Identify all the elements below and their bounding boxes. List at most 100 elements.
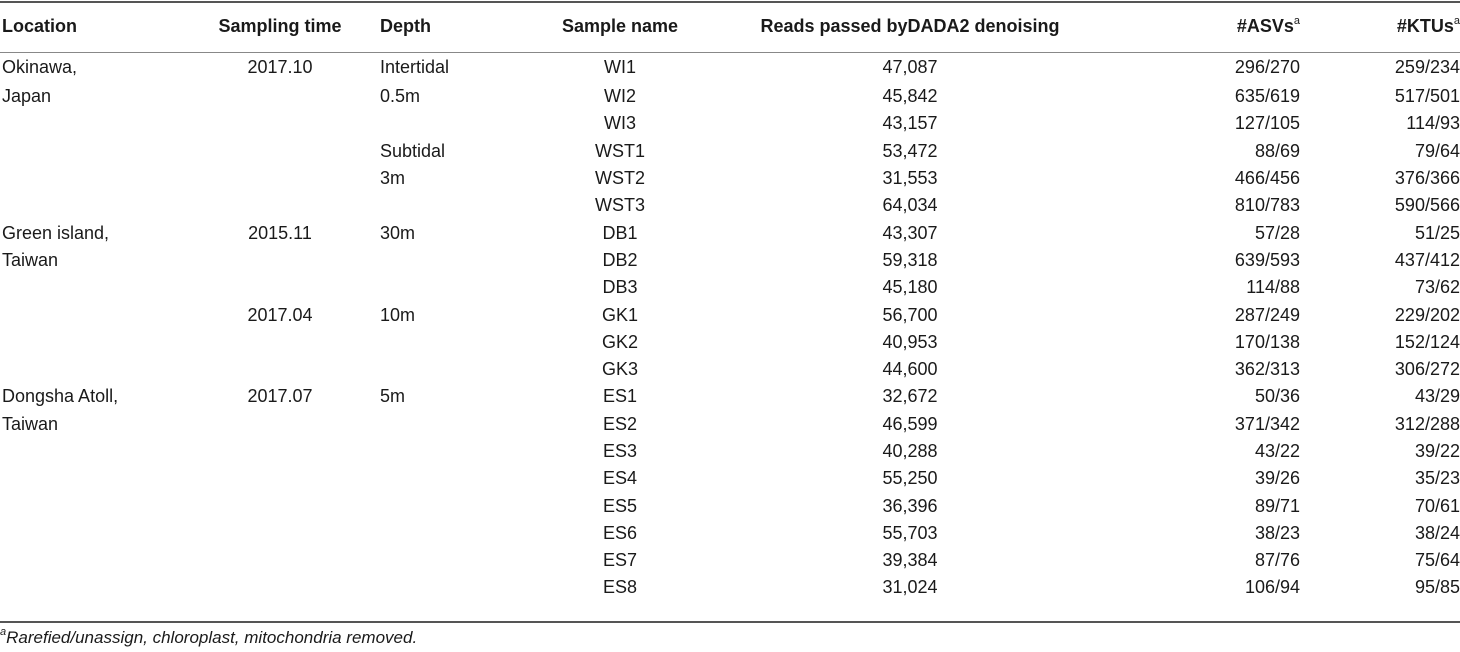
cell-depth: 0.5m xyxy=(380,86,421,107)
cell-location xyxy=(0,465,180,492)
cell-reads: 31,553 xyxy=(882,168,938,189)
cell-sample-name: WI1 xyxy=(603,57,636,77)
cell-location: Japan xyxy=(2,86,52,107)
cell-location xyxy=(0,356,180,383)
cell-reads: 39,384 xyxy=(882,550,938,571)
table-footnote: aRarefied/unassign, chloroplast, mitocho… xyxy=(0,627,418,648)
table-row: ES6 55,703 38/23 38/24 xyxy=(0,520,1460,547)
table-row: WI3 43,157 127/105 114/93 xyxy=(0,110,1460,137)
cell-asvs: 89/71 xyxy=(1254,495,1300,516)
header-asvs: #ASVsa xyxy=(1100,0,1300,52)
cell-reads: 31,024 xyxy=(882,577,938,598)
cell-asvs: 38/23 xyxy=(1254,522,1300,543)
cell-depth xyxy=(380,329,520,356)
cell-reads: 36,396 xyxy=(882,495,938,516)
table-row: ES5 36,396 89/71 70/61 xyxy=(0,492,1460,519)
header-sampling-time: Sampling time xyxy=(218,15,342,36)
cell-depth: 5m xyxy=(380,386,406,407)
cell-asvs: 57/28 xyxy=(1254,222,1300,243)
cell-sample-name: ES6 xyxy=(602,522,638,543)
cell-sample-name: DB3 xyxy=(602,277,638,298)
table-row: GK2 40,953 170/138 152/124 xyxy=(0,329,1460,356)
cell-reads: 64,034 xyxy=(882,195,938,216)
cell-sample-name: ES3 xyxy=(602,441,638,461)
top-rule xyxy=(0,1,1460,3)
cell-location: Okinawa, xyxy=(2,57,78,77)
cell-depth: Intertidal xyxy=(380,57,450,77)
cell-depth xyxy=(380,547,520,574)
cell-ktus: 229/202 xyxy=(1394,304,1460,325)
cell-asvs: 287/249 xyxy=(1234,304,1300,325)
cell-depth: 30m xyxy=(380,222,416,243)
cell-ktus: 259/234 xyxy=(1394,57,1460,77)
cell-location xyxy=(0,192,180,219)
cell-ktus: 39/22 xyxy=(1414,441,1460,461)
cell-sampling-time xyxy=(180,492,380,519)
cell-asvs: 50/36 xyxy=(1254,386,1300,407)
footnote-text: Rarefied/unassign, chloroplast, mitochon… xyxy=(6,628,418,647)
cell-asvs: 88/69 xyxy=(1254,140,1300,161)
cell-sample-name: WST2 xyxy=(594,168,645,189)
cell-sampling-time xyxy=(180,356,380,383)
header-rule xyxy=(0,52,1460,53)
cell-asvs: 106/94 xyxy=(1244,577,1300,598)
cell-ktus: 376/366 xyxy=(1394,168,1460,189)
cell-sampling-time xyxy=(180,110,380,137)
cell-depth: 3m xyxy=(380,168,406,189)
cell-location: Dongsha Atoll, xyxy=(2,386,119,407)
cell-depth xyxy=(380,492,520,519)
cell-sample-name: ES2 xyxy=(602,413,638,434)
cell-reads: 32,672 xyxy=(882,386,938,407)
cell-sample-name: GK2 xyxy=(601,331,639,352)
cell-ktus: 95/85 xyxy=(1414,577,1460,598)
table-row: Okinawa, 2017.10 Intertidal WI1 47,087 296/27… xyxy=(0,52,1460,83)
cell-depth: 10m xyxy=(380,304,416,325)
cell-sample-name: GK3 xyxy=(601,359,639,380)
cell-ktus: 590/566 xyxy=(1394,195,1460,216)
table-row: Taiwan DB2 59,318 639/593 437/412 xyxy=(0,247,1460,274)
table-row: 2017.04 10m GK1 56,700 287/249 229/202 xyxy=(0,301,1460,328)
header-ktus: #KTUsa xyxy=(1300,0,1460,52)
cell-depth xyxy=(380,574,520,601)
cell-ktus: 43/29 xyxy=(1414,386,1460,407)
cell-depth xyxy=(380,438,520,465)
cell-depth xyxy=(380,411,520,438)
cell-location xyxy=(0,165,180,192)
cell-sampling-time xyxy=(180,547,380,574)
table-row: DB3 45,180 114/88 73/62 xyxy=(0,274,1460,301)
cell-reads: 59,318 xyxy=(882,249,938,270)
cell-asvs: 87/76 xyxy=(1254,550,1300,571)
cell-reads: 40,953 xyxy=(882,331,938,352)
cell-asvs: 362/313 xyxy=(1234,359,1300,380)
header-asvs-marker: a xyxy=(1293,14,1300,27)
cell-location xyxy=(0,574,180,601)
cell-sample-name: GK1 xyxy=(601,304,639,325)
header-reads: Reads passed byDADA2 denoising xyxy=(760,15,1060,36)
cell-sample-name: ES4 xyxy=(602,468,638,489)
cell-sampling-time xyxy=(180,138,380,165)
cell-depth xyxy=(380,356,520,383)
cell-sample-name: WI2 xyxy=(603,86,636,107)
cell-sampling-time xyxy=(180,329,380,356)
cell-location: Taiwan xyxy=(2,413,59,434)
cell-ktus: 70/61 xyxy=(1414,495,1460,516)
header-sample-name: Sample name xyxy=(561,15,679,36)
header-depth: Depth xyxy=(380,0,520,52)
cell-sampling-time: 2017.07 xyxy=(247,386,313,407)
table-body: Okinawa, 2017.10 Intertidal WI1 47,087 296/27… xyxy=(0,52,1460,602)
table-row: Japan 0.5m WI2 45,842 635/619 517/501 xyxy=(0,83,1460,110)
cell-ktus: 152/124 xyxy=(1394,331,1460,352)
cell-reads: 55,250 xyxy=(882,468,938,489)
cell-ktus: 38/24 xyxy=(1414,522,1460,543)
table-row: WST3 64,034 810/783 590/566 xyxy=(0,192,1460,219)
cell-depth xyxy=(380,110,520,137)
cell-ktus: 35/23 xyxy=(1414,468,1460,489)
cell-ktus: 51/25 xyxy=(1414,222,1460,243)
cell-depth: Subtidal xyxy=(380,140,446,161)
cell-location xyxy=(0,274,180,301)
cell-reads: 43,157 xyxy=(882,113,938,134)
cell-location xyxy=(0,438,180,465)
cell-reads: 46,599 xyxy=(882,413,938,434)
cell-sampling-time xyxy=(180,192,380,219)
cell-sample-name: WST3 xyxy=(594,195,645,216)
